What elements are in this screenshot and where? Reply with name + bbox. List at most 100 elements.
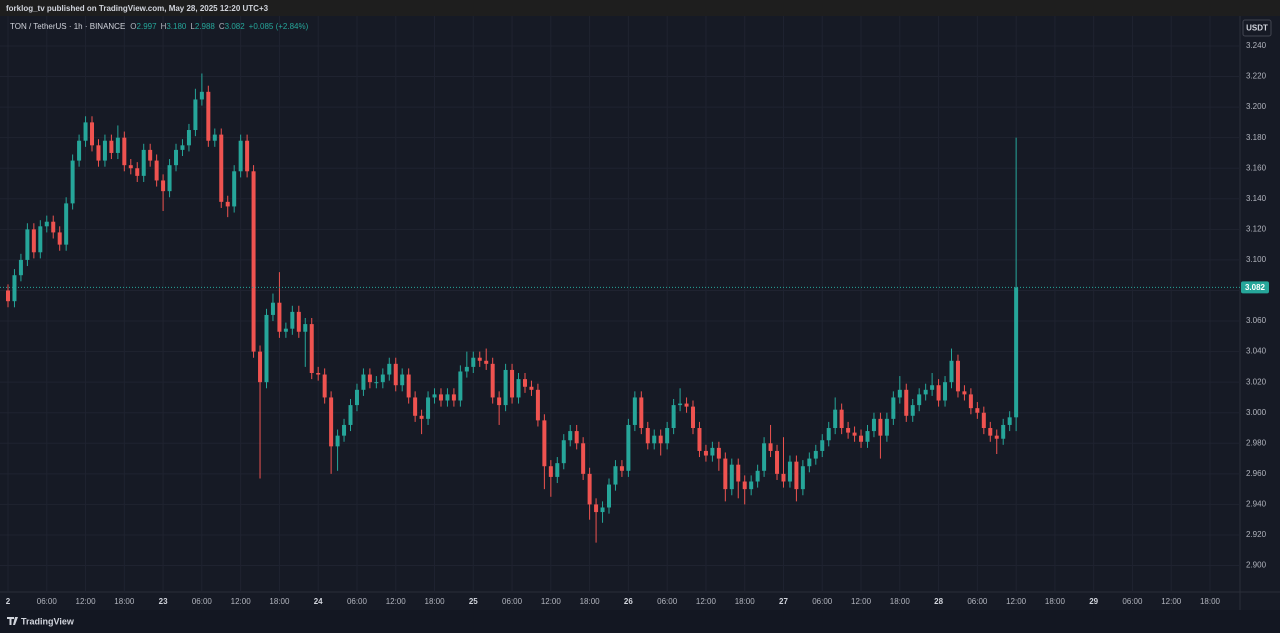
candle-body (141, 149, 146, 176)
candle-body (716, 447, 721, 459)
candle-body (548, 466, 553, 477)
x-tick-label: 06:00 (502, 597, 523, 606)
y-tick-label: 3.040 (1246, 347, 1267, 356)
candle-body (729, 464, 734, 490)
candle-body (917, 394, 922, 406)
x-tick-label: 23 (159, 597, 168, 606)
legend-item: 2.997 (137, 22, 158, 31)
candle-body (652, 435, 657, 444)
candle-body (361, 374, 366, 390)
candle-body (535, 389, 540, 421)
candle-body (96, 145, 101, 161)
candle-body (794, 461, 799, 490)
candle-body (516, 379, 521, 398)
candle-body (943, 382, 948, 401)
candle-body (568, 431, 573, 441)
publish-info: forklog_tv published on TradingView.com,… (6, 4, 269, 13)
candle-body (581, 443, 586, 474)
candle-body (859, 435, 864, 442)
candle-body (703, 450, 708, 456)
x-tick-label: 18:00 (1045, 597, 1066, 606)
candle-body (57, 232, 62, 245)
candle-body (348, 405, 353, 425)
legend-item: 3.082 (225, 22, 246, 31)
candle-body (354, 389, 359, 406)
legend-item: 2.988 (195, 22, 216, 31)
candle-body (445, 394, 450, 401)
candle-body (83, 122, 88, 141)
candle-body (607, 484, 611, 508)
candle-body (477, 357, 482, 361)
candle-body (600, 507, 605, 513)
candle-body (90, 122, 95, 146)
x-tick-label: 12:00 (1161, 597, 1182, 606)
y-tick-label: 3.120 (1246, 224, 1267, 233)
x-tick-label: 06:00 (812, 597, 833, 606)
candle-body (897, 389, 902, 398)
candle-body (503, 369, 508, 406)
candle-body (510, 369, 515, 398)
candle-body (148, 149, 153, 161)
x-tick-label: 06:00 (967, 597, 988, 606)
x-tick-label: 06:00 (192, 597, 213, 606)
x-tick-label: 12:00 (851, 597, 872, 606)
y-tick-label: 2.980 (1246, 438, 1267, 447)
candle-body (238, 140, 243, 172)
candle-body (258, 351, 263, 383)
candle-body (309, 324, 314, 374)
legend-item: C (219, 22, 225, 31)
candle-body (12, 275, 17, 302)
x-tick-label: 18:00 (890, 597, 911, 606)
candle-body (335, 435, 340, 447)
x-tick-label: 27 (779, 597, 788, 606)
brand-name: TradingView (21, 616, 75, 626)
x-tick-label: 12:00 (696, 597, 717, 606)
candle-body (225, 201, 230, 207)
candle-body (522, 379, 527, 387)
x-tick-label: 2 (6, 597, 11, 606)
x-tick-label: 12:00 (231, 597, 252, 606)
candle-body (910, 405, 915, 416)
candle-body (329, 397, 334, 447)
candle-body (6, 290, 10, 302)
candle-body (64, 203, 69, 245)
x-tick-label: 12:00 (541, 597, 562, 606)
candle-body (251, 171, 256, 352)
candle-body (1014, 287, 1019, 418)
candle-body (497, 397, 502, 406)
candles: 3.082 (0, 73, 1269, 543)
candle-body (316, 373, 321, 375)
candle-body (988, 428, 993, 436)
candle-body (839, 409, 844, 429)
candle-body (691, 406, 696, 429)
currency-button[interactable] (1242, 19, 1272, 37)
candle-body (665, 428, 670, 444)
candle-body (1007, 417, 1012, 425)
currency-label[interactable]: USDT (1246, 24, 1268, 33)
candle-body (891, 397, 896, 419)
x-tick-label: 12:00 (76, 597, 97, 606)
legend-item: 3.180 (166, 22, 187, 31)
x-tick-label: 18:00 (425, 597, 446, 606)
candle-body (38, 226, 43, 253)
candle-body (296, 311, 301, 332)
candle-body (749, 481, 754, 490)
x-tick-label: 18:00 (580, 597, 601, 606)
symbol-legend: TON / TetherUS · 1h · BINANCE O2.997 H3.18… (10, 22, 309, 31)
candle-body (387, 363, 392, 375)
candle-body (1001, 424, 1006, 439)
candle-body (490, 363, 495, 398)
candle-body (290, 311, 295, 329)
legend-item: H (161, 22, 167, 31)
candle-body (451, 394, 456, 401)
candle-body (70, 160, 75, 204)
candle-body (865, 431, 870, 442)
candle-body (303, 324, 308, 332)
y-tick-label: 2.940 (1246, 500, 1267, 509)
y-tick-label: 3.160 (1246, 163, 1267, 172)
candle-body (186, 130, 191, 146)
candle-body (193, 99, 198, 131)
candle-body (619, 466, 624, 471)
